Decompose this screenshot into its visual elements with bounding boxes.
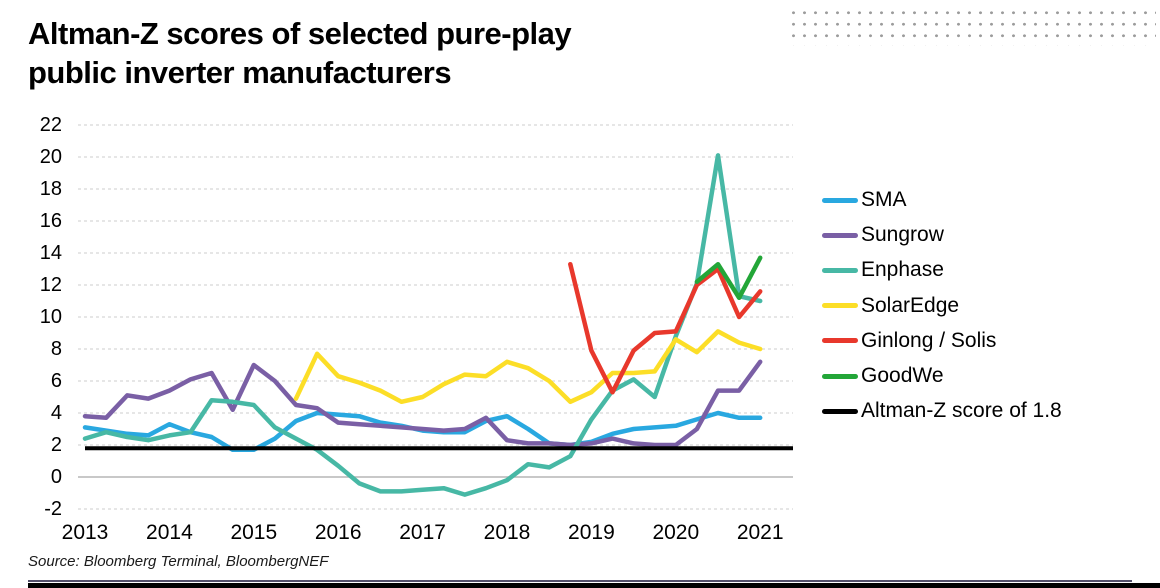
y-tick-label: 6 [50,370,62,392]
legend-entry-altman-z-score-of-1-8: Altman-Z score of 1.8 [822,398,1062,424]
y-tick-label: 22 [39,114,62,136]
legend-swatch [822,373,858,379]
x-tick-label: 2019 [568,521,615,544]
legend-swatch [822,338,858,344]
legend-entry-goodwe: GoodWe [822,363,944,389]
x-tick-label: 2014 [146,521,193,544]
legend-label: Sungrow [861,223,944,247]
footer-rule [28,580,1132,582]
series-line-sungrow [82,359,763,448]
y-tick-label: 18 [39,178,62,200]
x-tick-label: 2021 [736,521,784,544]
y-tick-label: 2 [50,434,62,456]
y-tick-label: -2 [44,498,62,520]
series-line-ginlong-solis [568,261,763,395]
x-tick-label: 2018 [483,521,531,544]
legend-label: Enphase [861,258,944,282]
page-title-line2: public inverter manufacturers [28,55,452,90]
x-tick-label: 2020 [652,521,700,544]
y-tick-label: 16 [39,210,62,232]
legend-entry-enphase: Enphase [822,257,944,283]
x-tick-label: 2013 [61,521,109,544]
legend-swatch [822,197,858,203]
y-tick-label: 12 [39,274,62,296]
legend-label: Altman-Z score of 1.8 [861,399,1062,423]
legend-swatch [822,267,858,273]
x-tick-label: 2015 [230,521,278,544]
legend-label: SMA [861,188,907,211]
y-tick-label: 0 [50,466,62,488]
legend-swatch [822,408,858,414]
legend-entry-sungrow: Sungrow [822,222,944,248]
legend-entry-ginlong-solis: Ginlong / Solis [822,328,996,354]
y-tick-label: 10 [39,306,62,328]
legend-swatch [822,232,858,238]
legend-entry-sma: SMA [822,187,907,213]
x-tick-label: 2017 [399,521,446,544]
series-line-goodwe [694,255,763,301]
series-line-solaredge [293,329,763,405]
legend-label: Ginlong / Solis [861,328,997,352]
page-title-line1: Altman-Z scores of selected pure-play [28,16,572,51]
series-line-enphase [82,153,763,497]
y-tick-label: 8 [50,338,62,360]
legend-label: SolarEdge [861,293,960,317]
page-title: Altman-Z scores of selected pure-play pu… [28,14,572,92]
y-tick-label: 14 [39,242,62,264]
source-note: Source: Bloomberg Terminal, BloombergNEF [28,553,329,570]
footer-bar [28,583,1160,588]
y-tick-label: 20 [39,146,62,168]
legend-entry-solaredge: SolarEdge [822,293,959,319]
decorative-dot-pattern [786,5,1156,46]
legend-swatch [822,303,858,309]
x-tick-label: 2016 [314,521,362,544]
y-tick-label: 4 [50,402,62,424]
legend-label: GoodWe [861,364,944,387]
